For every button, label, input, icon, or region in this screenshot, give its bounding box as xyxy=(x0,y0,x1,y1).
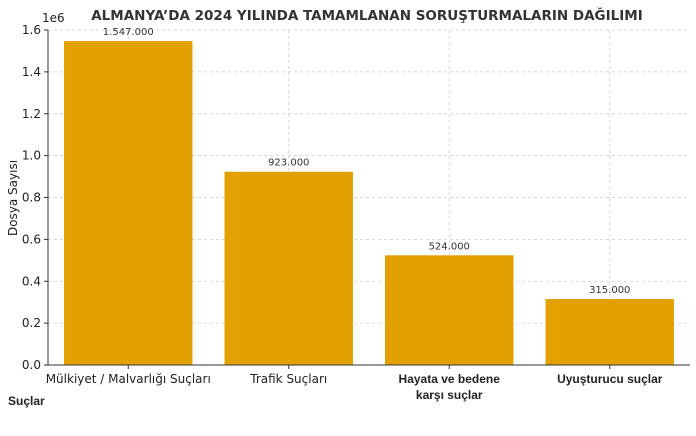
y-tick-label: 0.8 xyxy=(22,191,41,205)
y-axis-scale-note: 1e6 xyxy=(42,11,65,25)
y-tick-label: 1.6 xyxy=(22,23,41,37)
x-axis-label: Suçlar xyxy=(8,394,45,408)
bar-value-label: 1.547.000 xyxy=(103,27,154,38)
x-tick-label: Uyuşturucu suçlar xyxy=(557,372,663,386)
y-tick-label: 1.4 xyxy=(22,65,41,79)
x-tick-label: Mülkiyet / Malvarlığı Suçları xyxy=(46,372,211,386)
bars xyxy=(64,41,674,366)
y-tick-label: 0.2 xyxy=(22,316,41,330)
bar-value-label: 524.000 xyxy=(429,241,470,252)
bar-value-label: 315.000 xyxy=(589,285,630,296)
chart-title: ALMANYA’DA 2024 YILINDA TAMAMLANAN SORUŞ… xyxy=(91,6,643,24)
x-tick-label: Hayata ve bedene xyxy=(399,372,501,386)
bar-value-label: 923.000 xyxy=(268,158,309,169)
x-tick-label: karşı suçlar xyxy=(416,388,483,402)
labels: 0.0 0.2 0.4 0.6 0.8 1.0 1.2 1.4 1.6 1.547.000 Mülk… xyxy=(22,23,663,402)
y-tick-label: 0.4 xyxy=(22,274,41,288)
axes xyxy=(44,29,690,369)
bar xyxy=(64,41,193,366)
y-tick-label: 1.2 xyxy=(22,107,41,121)
bar xyxy=(385,255,514,365)
y-tick-label: 1.0 xyxy=(22,149,41,163)
y-axis-label: Dosya Sayısı xyxy=(6,160,20,236)
y-tick-label: 0.0 xyxy=(22,358,41,372)
x-tick-label: Trafik Suçları xyxy=(249,372,327,386)
bar xyxy=(545,299,674,365)
bar xyxy=(224,171,353,365)
y-tick-label: 0.6 xyxy=(22,232,41,246)
